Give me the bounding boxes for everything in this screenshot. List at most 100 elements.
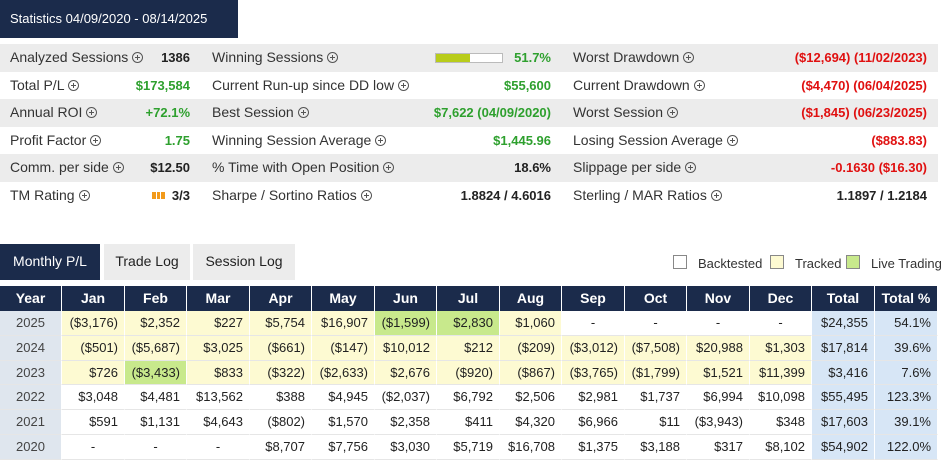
table-cell: - bbox=[62, 435, 125, 460]
info-icon[interactable] bbox=[398, 79, 410, 91]
stat-value: $12.50 bbox=[150, 160, 190, 175]
table-cell: $6,994 bbox=[687, 385, 750, 411]
table-cell: $10,012 bbox=[375, 335, 437, 361]
info-icon[interactable] bbox=[78, 189, 90, 201]
info-icon[interactable] bbox=[693, 79, 705, 91]
label-text: Losing Session Average bbox=[573, 131, 723, 148]
table-cell: ($147) bbox=[312, 335, 375, 361]
stat-label: Total P/L bbox=[10, 72, 80, 100]
stat-value: $173,584 bbox=[135, 77, 190, 93]
table-cell: $16,708 bbox=[500, 435, 562, 460]
table-cell: $24,355 bbox=[812, 311, 875, 336]
table-cell: $20,988 bbox=[687, 335, 750, 361]
info-icon[interactable] bbox=[685, 162, 697, 173]
label-text: Sterling / MAR Ratios bbox=[573, 186, 707, 203]
info-icon[interactable] bbox=[90, 134, 102, 146]
label-text: Winning Sessions bbox=[212, 49, 324, 65]
table-cell: $1,570 bbox=[312, 410, 375, 435]
legend-label: Tracked bbox=[795, 256, 842, 271]
stats-header: Statistics 04/09/2020 - 08/14/2025 bbox=[0, 0, 238, 38]
stat-value: ($883.83) bbox=[871, 132, 927, 148]
table-cell: ($3,433) bbox=[125, 360, 187, 386]
table-cell: - bbox=[750, 311, 812, 336]
table-cell: $3,030 bbox=[375, 435, 437, 460]
table-cell: $11 bbox=[625, 410, 687, 435]
stat-value: 1386 bbox=[161, 50, 190, 65]
info-icon[interactable] bbox=[132, 52, 144, 63]
info-icon[interactable] bbox=[112, 162, 124, 173]
column-header: Dec bbox=[750, 286, 812, 311]
table-cell: $13,562 bbox=[187, 385, 250, 411]
table-cell: 54.1% bbox=[875, 311, 938, 336]
column-header: Aug bbox=[500, 286, 562, 311]
table-cell: ($209) bbox=[500, 335, 562, 361]
legend-box[interactable] bbox=[846, 255, 860, 269]
info-icon[interactable] bbox=[683, 52, 695, 63]
label-text: Current Drawdown bbox=[573, 76, 690, 93]
legend-box[interactable] bbox=[673, 255, 687, 269]
table-cell: ($2,633) bbox=[312, 360, 375, 386]
table-cell: $6,792 bbox=[437, 385, 500, 411]
table-cell: ($802) bbox=[250, 410, 312, 435]
info-icon[interactable] bbox=[68, 79, 80, 91]
info-icon[interactable] bbox=[726, 134, 738, 146]
info-icon[interactable] bbox=[375, 134, 387, 146]
table-cell: ($3,176) bbox=[62, 311, 125, 336]
tab[interactable]: Session Log bbox=[193, 244, 295, 280]
stat-value: +72.1% bbox=[145, 105, 190, 120]
table-cell: $3,048 bbox=[62, 385, 125, 411]
tab[interactable]: Trade Log bbox=[104, 244, 190, 280]
table-cell: ($501) bbox=[62, 335, 125, 361]
stat-label: TM Rating bbox=[10, 182, 90, 210]
table-cell: 2021 bbox=[0, 410, 62, 435]
table-cell: $1,375 bbox=[562, 435, 625, 460]
tab[interactable]: Monthly P/L bbox=[0, 244, 100, 280]
table-cell: $55,495 bbox=[812, 385, 875, 411]
info-icon[interactable] bbox=[383, 162, 395, 173]
table-cell: 39.6% bbox=[875, 335, 938, 361]
table-cell: $17,603 bbox=[812, 410, 875, 435]
table-cell: $212 bbox=[437, 335, 500, 361]
stat-value: 1.75 bbox=[164, 132, 190, 148]
info-icon[interactable] bbox=[360, 189, 372, 201]
stat-label: Comm. per side bbox=[10, 154, 124, 182]
stat-value: ($1,845) (06/23/2025) bbox=[801, 105, 927, 120]
column-header: Jan bbox=[62, 286, 125, 311]
table-cell: $5,719 bbox=[437, 435, 500, 460]
info-icon[interactable] bbox=[710, 189, 722, 201]
table-cell: $6,966 bbox=[562, 410, 625, 435]
info-icon[interactable] bbox=[327, 52, 339, 63]
table-cell: $54,902 bbox=[812, 435, 875, 460]
stat-value: 3/3 bbox=[171, 187, 190, 203]
table-cell: $411 bbox=[437, 410, 500, 435]
info-icon[interactable] bbox=[297, 107, 309, 118]
table-cell: $1,737 bbox=[625, 385, 687, 411]
legend-label: Live Trading bbox=[871, 256, 942, 271]
stat-value: 18.6% bbox=[514, 160, 551, 175]
table-cell: $2,358 bbox=[375, 410, 437, 435]
table-cell: $4,481 bbox=[125, 385, 187, 411]
table-cell: $388 bbox=[250, 385, 312, 411]
info-icon[interactable] bbox=[667, 107, 678, 118]
table-cell: ($1,599) bbox=[375, 311, 437, 336]
column-header: Feb bbox=[125, 286, 187, 311]
stat-label: Losing Session Average bbox=[573, 127, 738, 155]
table-cell: $3,416 bbox=[812, 360, 875, 386]
stat-value: $1,445.96 bbox=[493, 132, 551, 148]
table-cell: $3,025 bbox=[187, 335, 250, 361]
table-cell: ($3,765) bbox=[562, 360, 625, 386]
stat-label: Best Session bbox=[212, 99, 309, 127]
label-text: Total P/L bbox=[10, 76, 65, 93]
table-cell: $348 bbox=[750, 410, 812, 435]
column-header: Mar bbox=[187, 286, 250, 311]
stat-value: 1.1897 / 1.2184 bbox=[836, 187, 927, 203]
label-text: Best Session bbox=[212, 104, 294, 120]
legend-box[interactable] bbox=[770, 255, 784, 269]
table-cell: $10,098 bbox=[750, 385, 812, 411]
stat-label: Analyzed Sessions bbox=[10, 44, 144, 72]
column-header: Jul bbox=[437, 286, 500, 311]
table-cell: ($3,012) bbox=[562, 335, 625, 361]
info-icon[interactable] bbox=[86, 107, 98, 118]
progress-fill bbox=[436, 54, 471, 62]
table-cell: $8,707 bbox=[250, 435, 312, 460]
